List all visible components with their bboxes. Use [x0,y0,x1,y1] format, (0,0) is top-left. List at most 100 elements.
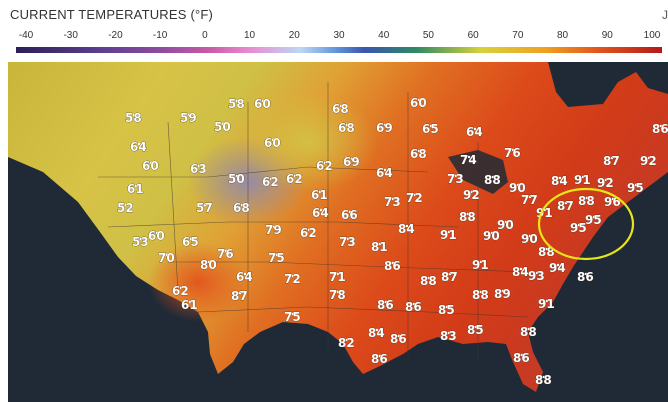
temperature-reading: 95 [627,181,644,196]
station-dot [149,161,153,165]
map-title: CURRENT TEMPERATURES (°F) [10,7,214,22]
station-dot [501,289,505,293]
temperature-value: 87 [441,270,458,284]
temperature-value: 61 [127,182,144,196]
temperature-value: 62 [286,172,303,186]
temperature-reading: 53 [132,235,149,250]
temperature-reading: 88 [459,210,476,225]
station-dot [447,230,451,234]
station-dot [527,327,531,331]
temperature-value: 69 [343,155,360,169]
temperature-value: 73 [384,195,401,209]
temperature-reading: 94 [549,261,566,276]
station-dot [474,325,478,329]
station-dot [243,272,247,276]
temperature-reading: 57 [196,201,213,216]
temperature-value: 76 [217,247,234,261]
temperature-value: 65 [182,235,199,249]
temperature-reading: 73 [447,172,464,187]
temperature-reading: 79 [265,223,282,238]
temperature-value: 75 [268,251,285,265]
temperature-reading: 87 [557,199,574,214]
temperature-value: 77 [521,193,538,207]
temperature-reading: 87 [231,289,248,304]
temperature-value: 90 [483,229,500,243]
temperature-value: 79 [265,223,282,237]
station-dot [275,253,279,257]
temperature-reading: 65 [422,122,439,137]
temperature-reading: 52 [117,201,134,216]
corner-mark: J [662,8,668,22]
station-dot [345,123,349,127]
scale-tick-label: -40 [18,30,34,41]
temperature-value: 73 [447,172,464,186]
temperature-value: 91 [574,173,591,187]
station-dot [479,290,483,294]
temperature-reading: 64 [466,125,483,140]
station-dot [445,305,449,309]
station-dot [271,138,275,142]
temperature-reading: 72 [284,272,301,287]
temperature-reading: 89 [494,287,511,302]
temperature-reading: 92 [463,188,480,203]
temperature-reading: 90 [521,232,538,247]
temperature-value: 62 [316,159,333,173]
station-dot [269,177,273,181]
station-dot [348,210,352,214]
station-dot [235,99,239,103]
temperature-value: 69 [376,121,393,135]
temperature-reading: 84 [368,326,385,341]
temperature-reading: 86 [577,270,594,285]
temperature-value: 64 [130,140,147,154]
temperature-reading: 74 [460,153,477,168]
temperature-value: 93 [528,269,545,283]
temperature-value: 86 [405,300,422,314]
station-dot [197,164,201,168]
state-borders [98,82,529,362]
station-dot [132,113,136,117]
temperature-reading: 58 [228,97,245,112]
station-dot [454,174,458,178]
temperature-value: 68 [410,147,427,161]
temperature-value: 88 [520,325,537,339]
station-dot [397,334,401,338]
temperature-reading: 75 [268,251,285,266]
temperature-reading: 91 [472,258,489,273]
land-area [8,62,668,392]
temperature-reading: 68 [410,147,427,162]
station-dot [585,196,589,200]
temperature-reading: 73 [384,195,401,210]
temperature-reading: 60 [410,96,427,111]
station-dot [647,156,651,160]
temperature-reading: 96 [604,195,621,210]
station-dot [134,184,138,188]
scale-tick-label: 50 [422,30,434,41]
station-dot [417,149,421,153]
temperature-reading: 83 [440,329,457,344]
temperature-value: 61 [181,298,198,312]
temperature-reading: 62 [300,226,317,241]
temperature-reading: 86 [384,259,401,274]
station-dot [179,286,183,290]
station-dot [491,175,495,179]
station-dot [659,124,663,128]
temperature-reading: 76 [217,247,234,262]
station-dot [240,203,244,207]
temperature-value: 73 [339,235,356,249]
temperature-reading: 88 [520,325,537,340]
temperature-value: 50 [228,172,245,186]
temperature-value: 60 [410,96,427,110]
station-dot [542,375,546,379]
temperature-value: 66 [341,208,358,222]
scale-tick-label: 80 [557,30,569,41]
temperature-reading: 78 [329,288,346,303]
station-dot [490,231,494,235]
temperature-reading: 90 [483,229,500,244]
station-dot [391,197,395,201]
temperature-value: 62 [262,175,279,189]
temperature-value: 82 [338,336,355,350]
temperature-reading: 85 [467,323,484,338]
station-dot [611,197,615,201]
station-dot [293,174,297,178]
temperature-reading: 92 [597,176,614,191]
